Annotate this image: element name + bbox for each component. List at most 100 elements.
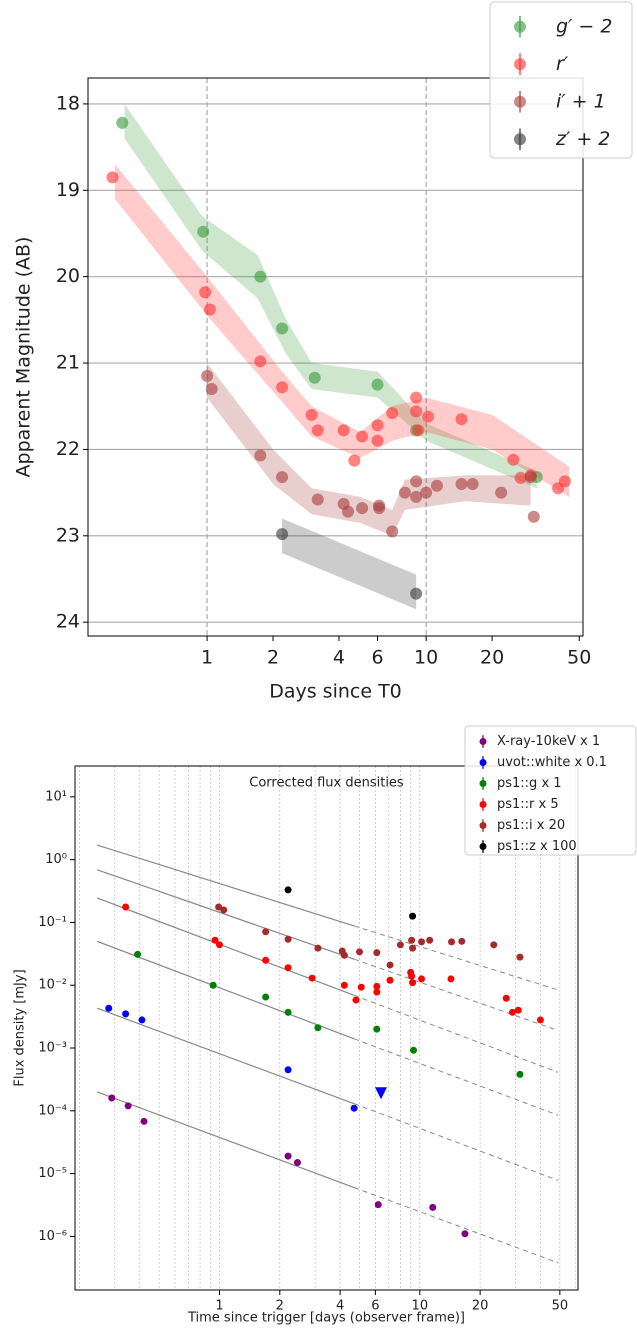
flux-chart: 10¹ 10⁰ 10⁻¹ 10⁻² 10⁻³ 10⁻⁴ 10⁻⁵ 10⁻⁶ 1 2 4 6 10 20 50… bbox=[13, 725, 637, 1326]
data-point bbox=[340, 981, 348, 989]
data-point bbox=[373, 949, 381, 957]
data-point bbox=[311, 424, 324, 437]
data-point bbox=[396, 941, 404, 949]
legend-label: ps1::g x 1 bbox=[497, 776, 562, 791]
data-point bbox=[254, 449, 267, 462]
x-axis-label: Days since T0 bbox=[269, 681, 402, 703]
data-point bbox=[461, 1230, 469, 1238]
data-point bbox=[410, 475, 423, 488]
plot-frame bbox=[74, 765, 579, 1291]
data-point bbox=[262, 993, 270, 1001]
data-point bbox=[371, 378, 384, 391]
data-point bbox=[409, 944, 417, 952]
data-point bbox=[398, 486, 411, 499]
data-point bbox=[337, 424, 350, 437]
data-point bbox=[276, 471, 289, 484]
x-tick-label: 10 bbox=[412, 1299, 429, 1314]
data-point bbox=[262, 928, 270, 936]
model-line bbox=[353, 1103, 559, 1181]
y-tick-label: 22 bbox=[56, 438, 80, 460]
model-band bbox=[115, 164, 570, 497]
data-point bbox=[371, 419, 384, 432]
x-tick-label: 1 bbox=[201, 647, 213, 669]
model-line bbox=[96, 940, 355, 1040]
data-point bbox=[422, 410, 435, 423]
legend-label: ps1::z x 100 bbox=[497, 839, 577, 854]
data-point bbox=[276, 322, 289, 335]
model-line bbox=[353, 958, 559, 1031]
data-point bbox=[203, 303, 216, 316]
data-point bbox=[357, 983, 365, 991]
model-band bbox=[207, 363, 531, 536]
legend-box bbox=[489, 1, 633, 159]
data-point bbox=[408, 972, 416, 980]
data-point bbox=[527, 510, 540, 523]
data-point bbox=[215, 941, 223, 949]
x-tick-label: 4 bbox=[333, 647, 345, 669]
data-point bbox=[197, 225, 210, 238]
model-line bbox=[353, 994, 559, 1073]
data-point bbox=[350, 1104, 358, 1112]
data-point bbox=[495, 486, 508, 499]
data-point bbox=[108, 1094, 116, 1102]
legend-label: ps1::r x 5 bbox=[497, 797, 559, 812]
data-point bbox=[284, 1066, 292, 1074]
plot-frame bbox=[87, 77, 584, 637]
data-point bbox=[514, 1006, 522, 1014]
data-point bbox=[276, 381, 289, 394]
model-line bbox=[96, 1091, 355, 1189]
data-point bbox=[284, 1152, 292, 1160]
data-point bbox=[448, 938, 456, 946]
data-point bbox=[348, 454, 361, 467]
data-point bbox=[418, 975, 426, 983]
data-point bbox=[410, 490, 423, 503]
legend-label: ps1::i x 20 bbox=[497, 818, 565, 833]
data-point bbox=[524, 471, 537, 484]
data-point bbox=[536, 1016, 544, 1024]
data-point bbox=[455, 413, 468, 426]
data-point bbox=[502, 994, 510, 1002]
x-tick-label: 1 bbox=[215, 1299, 223, 1314]
legend-label: z′ + 2 bbox=[555, 128, 610, 150]
legend-marker bbox=[479, 822, 487, 829]
data-point bbox=[458, 937, 466, 945]
x-tick-label: 50 bbox=[567, 647, 591, 669]
x-tick-label: 20 bbox=[472, 1299, 489, 1314]
data-point bbox=[308, 974, 316, 982]
data-point bbox=[352, 996, 360, 1004]
data-point bbox=[410, 1046, 418, 1054]
data-point bbox=[254, 270, 267, 283]
data-point bbox=[429, 1203, 437, 1211]
data-point bbox=[410, 405, 423, 418]
data-point bbox=[386, 525, 399, 538]
y-tick-label: 10⁻² bbox=[38, 978, 67, 993]
data-point bbox=[386, 407, 399, 420]
data-point bbox=[507, 453, 520, 466]
y-tick-label: 20 bbox=[56, 265, 80, 287]
data-point bbox=[340, 951, 348, 959]
y-tick-label: 21 bbox=[56, 352, 80, 374]
x-tick-label: 50 bbox=[552, 1299, 569, 1314]
data-point bbox=[122, 903, 130, 911]
data-point bbox=[201, 370, 214, 383]
data-point bbox=[408, 936, 416, 944]
data-point bbox=[106, 171, 119, 184]
model-band bbox=[282, 518, 417, 610]
data-point bbox=[199, 286, 212, 299]
data-point bbox=[430, 479, 443, 492]
y-tick-label: 18 bbox=[56, 92, 80, 114]
data-point bbox=[490, 941, 498, 949]
x-axis-label: Time since trigger [days (observer frame… bbox=[187, 1311, 465, 1326]
data-point bbox=[466, 477, 479, 490]
x-tick-label: 20 bbox=[480, 647, 504, 669]
data-point bbox=[508, 1008, 516, 1016]
y-tick-label: 10⁻¹ bbox=[38, 915, 67, 930]
data-point bbox=[356, 502, 369, 515]
data-point bbox=[386, 976, 394, 984]
data-point bbox=[420, 486, 433, 499]
data-point bbox=[373, 988, 381, 996]
data-point bbox=[455, 477, 468, 490]
model-line bbox=[96, 1007, 355, 1105]
x-tick-label: 6 bbox=[372, 647, 384, 669]
y-tick-label: 10⁻⁴ bbox=[38, 1103, 67, 1118]
